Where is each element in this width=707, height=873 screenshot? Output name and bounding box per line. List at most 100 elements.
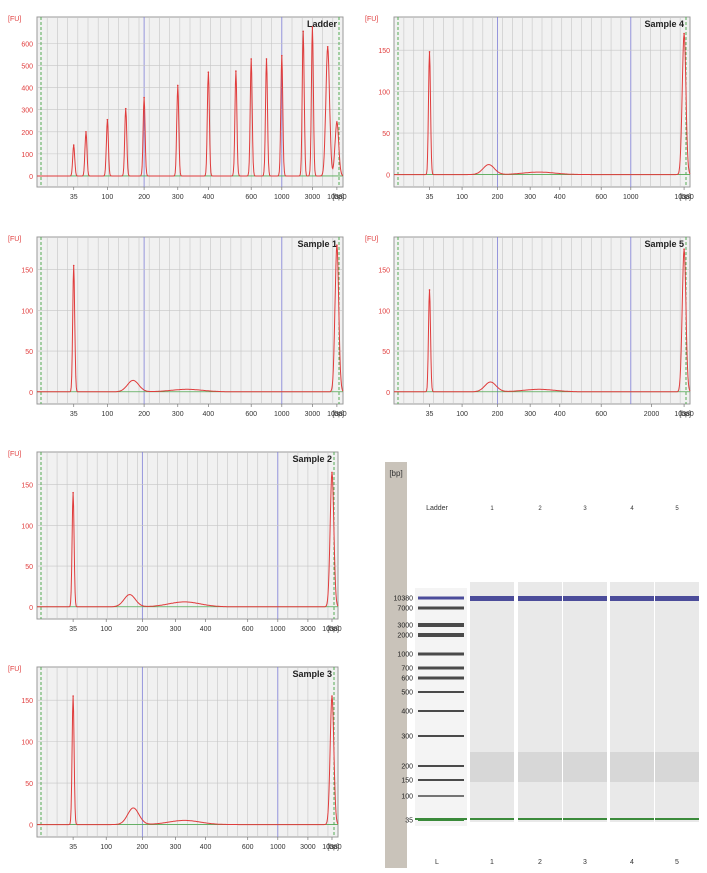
y-tick-label: 0 [29,174,33,181]
peak-point [72,144,75,146]
peak-point [336,121,338,123]
peak-point [176,84,179,87]
y-tick-label: 0 [386,390,390,397]
x-tick-label: 400 [554,411,566,418]
gel-image: [bp] Ladder 1 2 3 4 5 L 1 2 3 4 5 10380 7000 3000 2000 10… [385,462,703,868]
x-axis-unit: [bp] [679,411,691,418]
y-tick-label: 50 [382,131,390,138]
x-tick-label: 35 [426,411,434,418]
ladder-band [418,676,464,680]
y-tick-label: 100 [21,152,33,159]
lane-footer: 1 [490,859,494,866]
chart-svg: 0 50 100 150 [FU] Sample 1 35 100 200 300 400 600 10… [5,225,355,430]
peak-point [207,71,210,73]
y-axis-unit: [FU] [8,451,21,458]
lane-header: 2 [538,506,542,512]
trace-line [37,245,344,393]
ladder-band [418,666,464,670]
peak-point [72,491,74,494]
chart-title: Sample 3 [292,669,332,679]
gel-svg: [bp] Ladder 1 2 3 4 5 L 1 2 3 4 5 10380 7000 3000 2000 10… [385,462,703,868]
peak-point [428,289,431,291]
x-axis-unit: [bp] [332,411,344,418]
sample-lane [518,582,562,822]
lane-footer: L [435,859,439,866]
x-tick-label: 3000 [300,626,316,633]
ladder-band [418,606,464,610]
y-axis-unit: [FU] [8,236,21,243]
x-tick-label: 300 [170,844,182,851]
x-tick-label: 3000 [305,411,321,418]
gel-size-label: 35 [405,818,413,825]
x-tick-label: 1000 [270,844,286,851]
trace-line [37,472,339,608]
upper-marker-band [655,596,699,601]
x-tick-label: 100 [100,626,112,633]
x-tick-label: 300 [172,411,184,418]
lane-footer: 5 [675,859,679,866]
x-tick-label: 400 [203,194,215,201]
peak-point [311,26,314,28]
x-tick-label: 100 [456,411,468,418]
sample-lane [655,582,699,822]
sample-lane [610,582,654,822]
x-tick-label: 200 [137,844,149,851]
y-tick-label: 0 [29,823,33,830]
y-tick-label: 50 [25,349,33,356]
gel-size-label: 1000 [397,652,413,659]
x-axis-unit: [bp] [332,194,344,201]
peak-point [336,244,338,246]
x-tick-label: 100 [102,194,114,201]
chart-title: Ladder [307,19,338,29]
x-tick-label: 100 [100,844,112,851]
chart-title: Sample 4 [644,19,684,29]
gel-size-label: 300 [401,734,413,741]
y-tick-label: 150 [21,698,33,705]
y-tick-label: 150 [21,268,33,275]
y-tick-label: 150 [21,483,33,490]
ladder-band [418,652,464,656]
lane-footer: 3 [583,859,587,866]
chart-svg: 0 50 100 150 [FU] Sample 4 35 100 200 300 400 600 10… [362,5,702,213]
ladder-band [418,623,464,627]
gel-size-label: 2000 [397,633,413,640]
gel-size-label: 3000 [397,623,413,630]
peak-point [143,96,145,99]
ladder-band [418,735,464,737]
x-tick-label: 200 [492,411,504,418]
gel-size-label: 600 [401,676,413,683]
x-tick-label: 3000 [305,194,321,201]
lower-marker-band [470,818,514,820]
x-tick-label: 200 [137,626,149,633]
x-tick-label: 35 [70,411,78,418]
y-tick-label: 100 [378,308,390,315]
lower-marker-band [563,818,607,820]
peak-point [326,46,329,48]
electropherogram-sample-3: 0 50 100 150 [FU] Sample 3 35 100 200 300 400 600 10… [5,655,350,863]
x-tick-label: 600 [242,844,254,851]
peak-point [106,118,109,121]
x-tick-label: 300 [172,194,184,201]
lane-header: 1 [490,506,494,512]
y-axis-unit: [FU] [365,236,378,243]
y-tick-label: 50 [25,781,33,788]
sample-lane [470,582,514,822]
electropherogram-sample-1: 0 50 100 150 [FU] Sample 1 35 100 200 300 400 600 10… [5,225,355,430]
lane-header: 3 [583,506,587,512]
chart-svg: 0 100 200 300 400 500 600 [FU] Ladder 35 100 200 300… [5,5,355,213]
peak-point [265,58,268,60]
ladder-band [418,765,464,767]
ladder-band [418,633,464,637]
ladder-band [418,795,464,797]
x-tick-label: 200 [138,411,150,418]
y-tick-label: 150 [378,48,390,55]
y-tick-label: 300 [21,108,33,115]
trace-line [394,249,691,393]
smear-band [470,752,514,782]
peak-point [72,695,74,697]
ladder-lane [415,588,467,826]
peak-point [250,58,252,60]
peak-point [302,30,305,33]
x-tick-label: 100 [456,194,468,201]
ladder-band [418,691,464,693]
